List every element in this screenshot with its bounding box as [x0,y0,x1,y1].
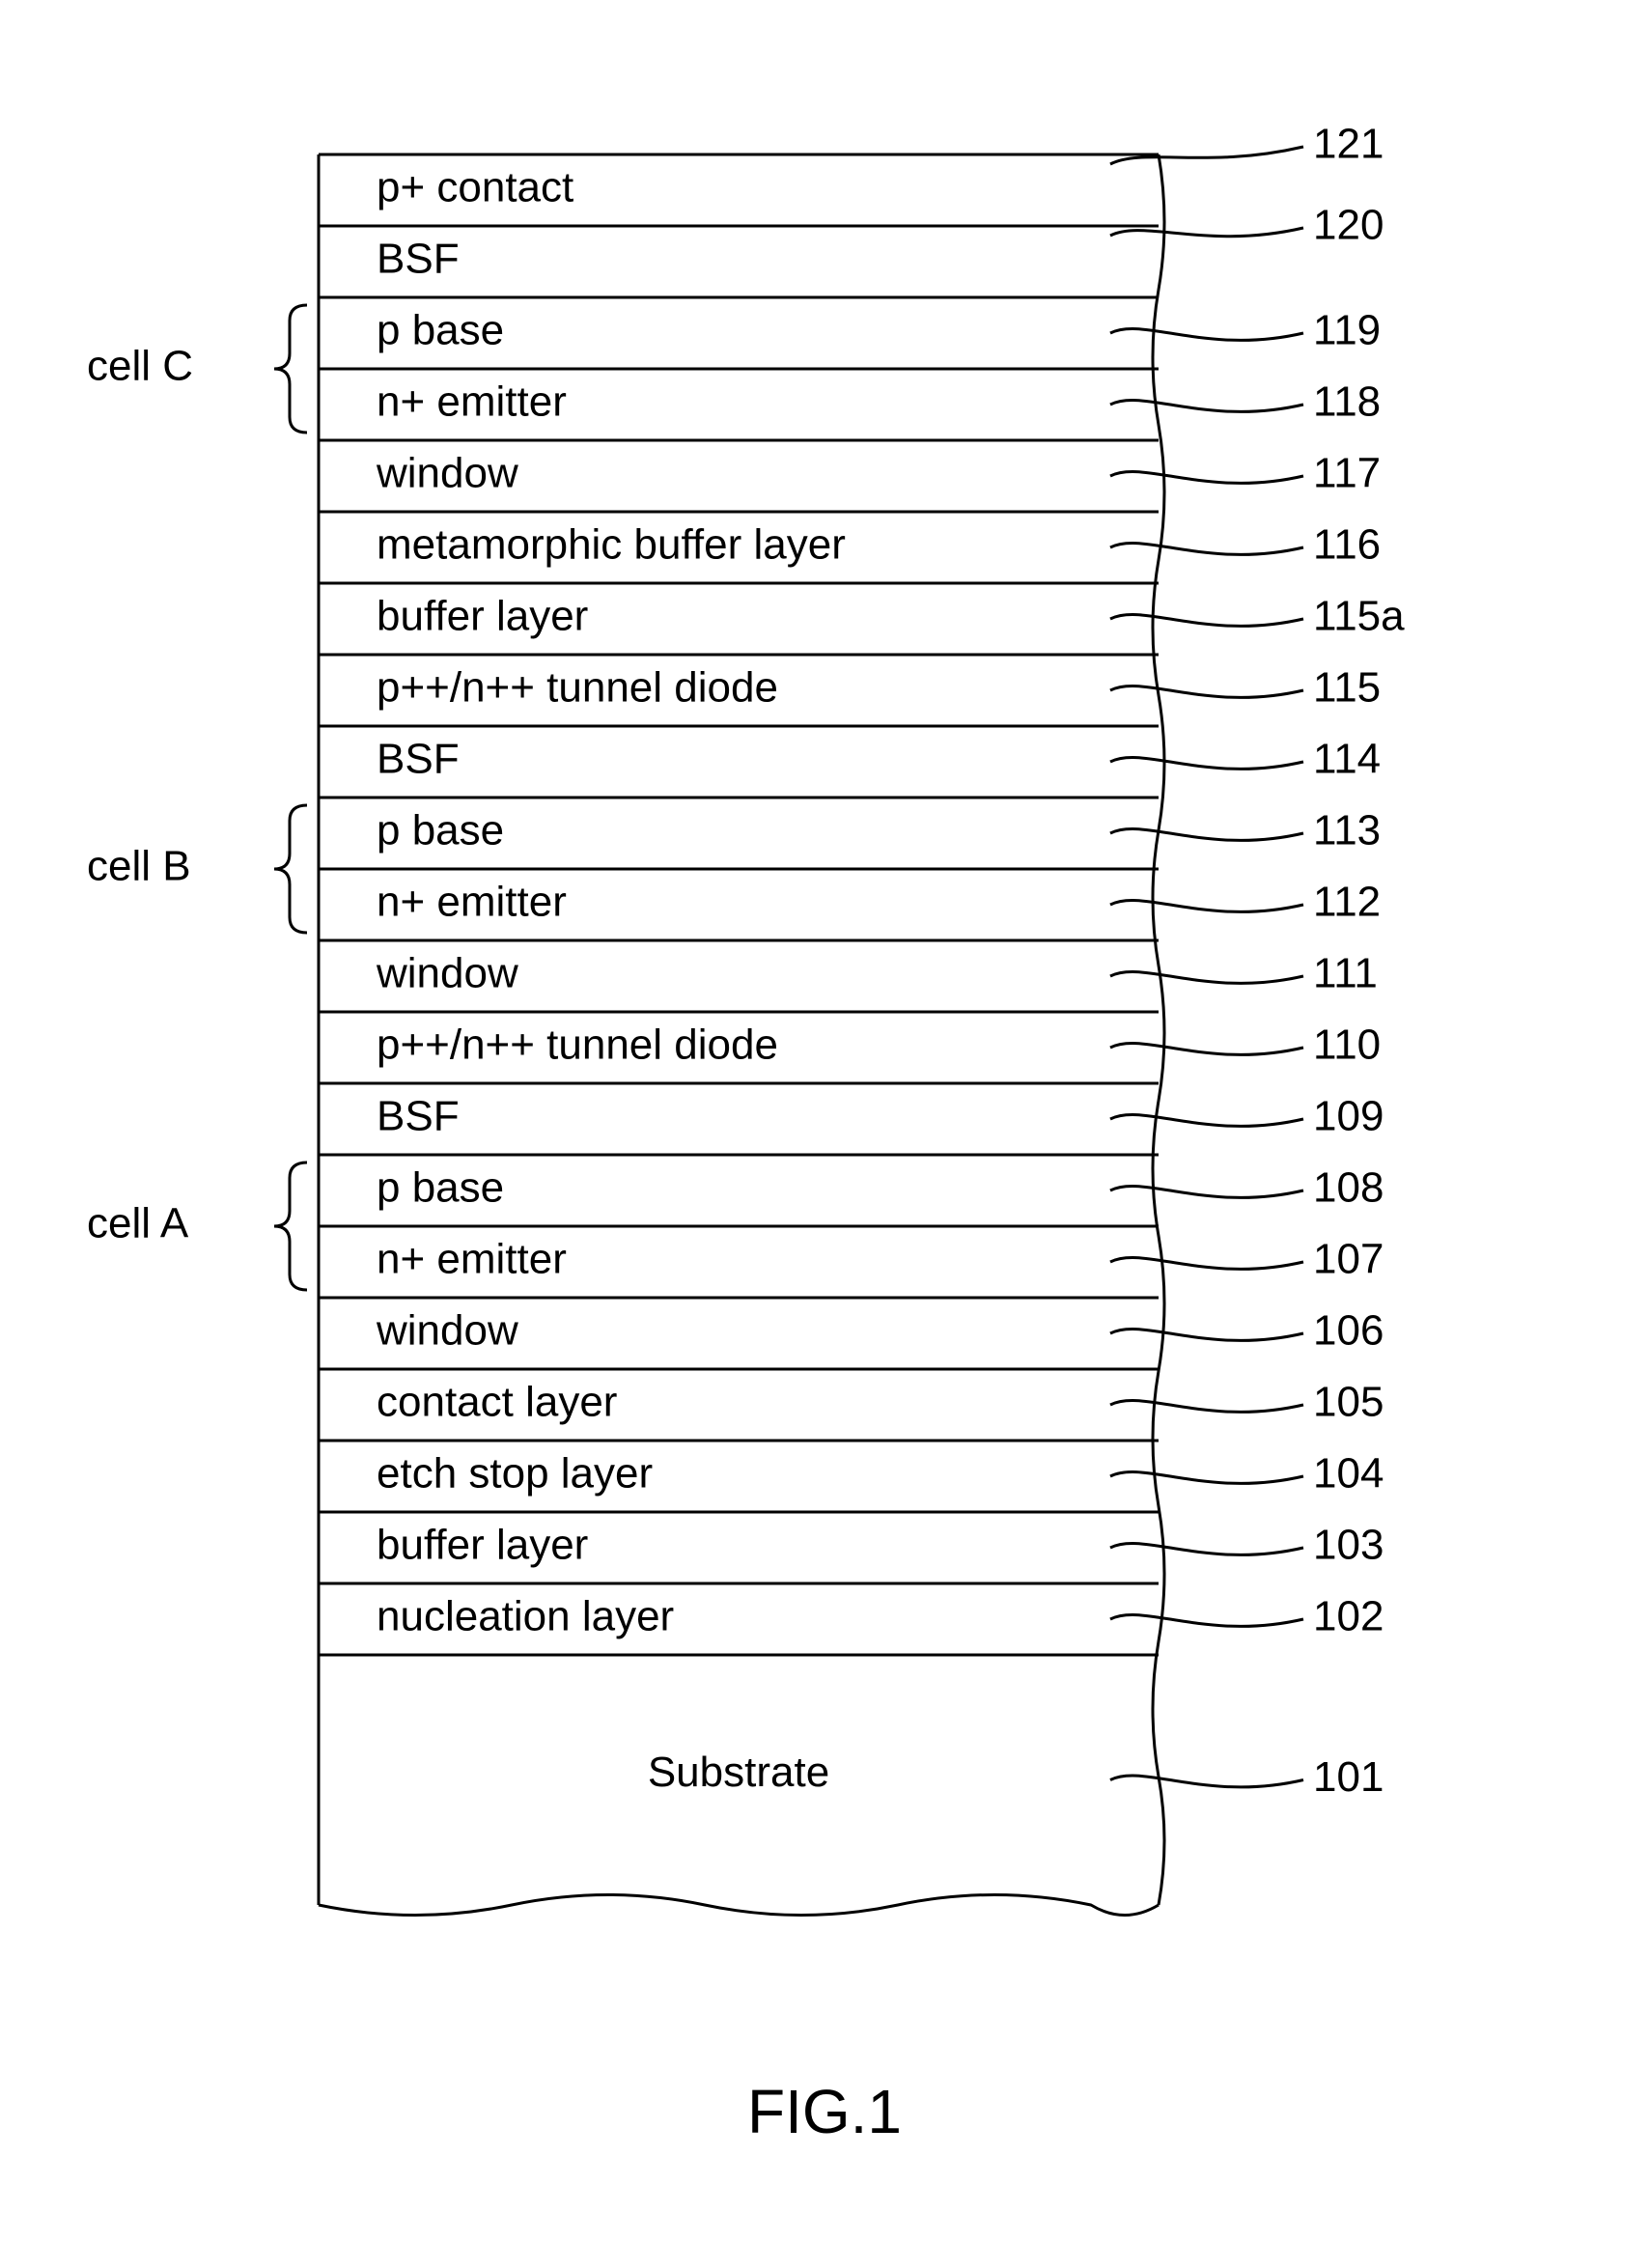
layer-label-116: metamorphic buffer layer [377,521,846,569]
ref-number-107: 107 [1313,1236,1383,1283]
layer-label-105: contact layer [377,1379,617,1426]
ref-leader-102 [1110,1615,1303,1627]
layer-label-112: n+ emitter [377,879,567,926]
ref-leader-118 [1110,401,1303,412]
ref-leader-107 [1110,1258,1303,1270]
ref-number-112: 112 [1313,879,1381,926]
cell-brace-cell-C [274,305,307,433]
figure-caption: FIG.1 [0,2076,1649,2147]
layer-label-120: BSF [377,236,460,283]
layer-label-119: p base [377,307,504,354]
ref-number-108: 108 [1313,1164,1383,1212]
ref-leader-112 [1110,901,1303,912]
layer-label-113: p base [377,807,504,854]
ref-number-106: 106 [1313,1307,1383,1355]
layer-label-121: p+ contact [377,164,573,211]
layer-label-114: BSF [377,736,460,783]
ref-number-110: 110 [1313,1022,1381,1069]
ref-leader-104 [1110,1472,1303,1484]
layer-label-115: p++/n++ tunnel diode [377,664,778,712]
ref-leader-113 [1110,829,1303,841]
layer-label-110: p++/n++ tunnel diode [377,1022,778,1069]
ref-leader-114 [1110,758,1303,770]
ref-number-104: 104 [1313,1450,1383,1498]
layer-label-102: nucleation layer [377,1593,674,1640]
ref-leader-105 [1110,1401,1303,1413]
ref-number-114: 114 [1313,736,1381,783]
ref-number-111: 111 [1313,950,1378,997]
layer-label-103: buffer layer [377,1522,588,1569]
ref-leader-116 [1110,544,1303,555]
ref-leader-111 [1110,972,1303,984]
ref-number-115: 115 [1313,664,1381,712]
cell-label-cell-B: cell B [87,843,191,890]
ref-number-120: 120 [1313,202,1383,249]
ref-number-102: 102 [1313,1593,1383,1640]
layer-label-107: n+ emitter [377,1236,567,1283]
layer-label-108: p base [377,1164,504,1212]
cell-label-cell-A: cell A [87,1200,189,1247]
ref-leader-106 [1110,1330,1303,1341]
layer-label-101: Substrate [648,1749,829,1796]
cell-label-cell-C: cell C [87,343,193,390]
layer-label-109: BSF [377,1093,460,1140]
layer-stack-diagram: p+ contact BSF p base n+ emitter window metam… [0,0,1649,2268]
ref-leader-117 [1110,472,1303,484]
ref-number-115a: 115a [1313,593,1405,640]
layer-label-104: etch stop layer [377,1450,653,1498]
cell-brace-cell-A [274,1162,307,1290]
ref-number-113: 113 [1313,807,1381,854]
ref-leader-110 [1110,1044,1303,1055]
cell-brace-cell-B [274,805,307,933]
ref-leader-108 [1110,1187,1303,1198]
ref-leader-101 [1110,1776,1303,1787]
ref-number-116: 116 [1313,521,1381,569]
ref-number-118: 118 [1313,378,1381,426]
layer-label-115a: buffer layer [377,593,588,640]
layer-label-117: window [376,450,518,497]
ref-number-119: 119 [1313,307,1381,354]
layer-label-118: n+ emitter [377,378,567,426]
ref-leader-103 [1110,1544,1303,1555]
ref-leader-115 [1110,686,1303,698]
ref-leader-119 [1110,329,1303,341]
stack-bottom-edge [319,1895,1159,1916]
ref-number-105: 105 [1313,1379,1383,1426]
ref-number-121: 121 [1313,121,1383,168]
ref-number-103: 103 [1313,1522,1383,1569]
ref-number-101: 101 [1313,1753,1383,1801]
layer-label-106: window [376,1307,518,1355]
ref-leader-120 [1110,228,1303,237]
ref-leader-109 [1110,1115,1303,1127]
ref-leader-115a [1110,615,1303,627]
stack-right-edge [1153,154,1164,1905]
layer-label-111: window [376,950,518,997]
ref-number-109: 109 [1313,1093,1383,1140]
ref-number-117: 117 [1313,450,1381,497]
